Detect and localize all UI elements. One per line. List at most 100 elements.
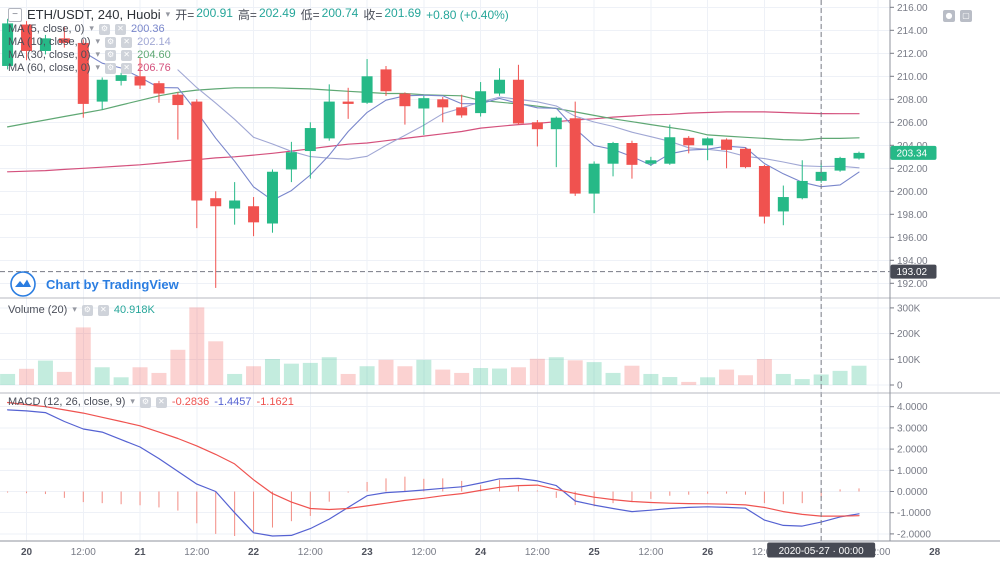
symbol-legend: − ETH/USDT, 240, Huobi ▾ 开= 200.91 高= 202.…: [8, 6, 509, 23]
svg-text:196.00: 196.00: [897, 233, 928, 244]
svg-text:12:00: 12:00: [752, 547, 777, 558]
svg-text:200K: 200K: [897, 329, 921, 340]
svg-text:100K: 100K: [897, 355, 921, 366]
svg-text:212.00: 212.00: [897, 49, 928, 60]
svg-text:210.00: 210.00: [897, 72, 928, 83]
svg-text:24: 24: [475, 547, 487, 558]
macd-histogram: [7, 476, 860, 537]
settings-icon[interactable]: ⚙: [105, 62, 117, 74]
svg-text:25: 25: [589, 547, 601, 558]
ma30-legend: MA (30, close, 0) ▾ ⚙ ✕ 204.60: [8, 49, 171, 61]
svg-text:12:00: 12:00: [184, 547, 209, 558]
ma60-legend: MA (60, close, 0) ▾ ⚙ ✕ 206.76: [8, 62, 171, 74]
chevron-down-icon[interactable]: ▾: [95, 37, 101, 47]
widget-toolbar: ● ▢: [943, 10, 972, 22]
svg-text:193.02: 193.02: [897, 267, 928, 278]
svg-text:214.00: 214.00: [897, 26, 928, 37]
chevron-down-icon[interactable]: ▾: [130, 397, 135, 407]
fullscreen-icon[interactable]: ▢: [960, 10, 972, 22]
settings-icon[interactable]: ⚙: [139, 396, 151, 408]
camera-icon[interactable]: ●: [943, 10, 955, 22]
ma10-label[interactable]: MA (10, close, 0): [8, 36, 91, 48]
settings-icon[interactable]: ⚙: [105, 36, 117, 48]
svg-text:3.0000: 3.0000: [897, 423, 928, 434]
close-icon[interactable]: ✕: [97, 304, 109, 316]
volume-label[interactable]: Volume (20): [8, 304, 68, 316]
chevron-down-icon[interactable]: ▾: [89, 24, 94, 34]
svg-text:0.0000: 0.0000: [897, 487, 928, 498]
svg-text:300K: 300K: [897, 303, 921, 314]
close-icon[interactable]: ✕: [121, 49, 133, 61]
macd-axis: 4.0000 3.0000 2.0000 1.0000 0.0000 -1.0000 -2.…: [890, 402, 931, 540]
ma30-value: 204.60: [137, 49, 171, 61]
last-price-badge: 203.34: [890, 145, 937, 160]
macd-line-value: -1.4457: [214, 396, 252, 408]
svg-text:194.00: 194.00: [897, 256, 928, 267]
svg-text:21: 21: [134, 547, 146, 558]
close-icon[interactable]: ✕: [121, 36, 133, 48]
volume-value: 40.918K: [113, 304, 155, 316]
svg-text:2020-05-27 · 00:00: 2020-05-27 · 00:00: [779, 546, 865, 557]
svg-text:23: 23: [362, 547, 374, 558]
ma60-line: [6, 111, 860, 173]
svg-text:-2.0000: -2.0000: [897, 529, 931, 540]
macd-line: [6, 409, 860, 537]
svg-text:192.00: 192.00: [897, 279, 928, 290]
chevron-down-icon[interactable]: ▾: [95, 50, 101, 60]
svg-text:12:00: 12:00: [865, 547, 890, 558]
symbol-title[interactable]: ETH/USDT, 240, Huobi: [27, 7, 161, 22]
time-axis: 20 12:00 21 12:00 22 12:00 23 12:00 24 12:00 25 12:…: [21, 547, 941, 558]
close-icon[interactable]: ✕: [121, 62, 133, 74]
svg-text:206.00: 206.00: [897, 118, 928, 129]
ma5-legend: MA (5, close, 0) ▾ ⚙ ✕ 200.36: [8, 23, 165, 35]
macd-signal-value: -1.1621: [256, 396, 294, 408]
attribution-text[interactable]: Chart by TradingView: [46, 276, 179, 292]
svg-text:2.0000: 2.0000: [897, 445, 928, 456]
chevron-down-icon[interactable]: ▾: [95, 63, 101, 73]
crosshair-time-badge: 2020-05-27 · 00:00: [767, 542, 876, 558]
svg-text:208.00: 208.00: [897, 95, 928, 106]
svg-text:202.00: 202.00: [897, 164, 928, 175]
svg-text:200.00: 200.00: [897, 187, 928, 198]
ma60-label[interactable]: MA (60, close, 0): [8, 62, 91, 74]
ma5-label[interactable]: MA (5, close, 0): [8, 23, 85, 35]
svg-text:12:00: 12:00: [411, 547, 436, 558]
volume-bars: [0, 307, 867, 385]
volume-axis: 300K 200K 100K 0: [890, 303, 921, 392]
macd-legend: MACD (12, 26, close, 9) ▾ ⚙ ✕ -0.2836 -1…: [8, 396, 294, 408]
svg-text:203.34: 203.34: [897, 148, 928, 159]
svg-text:20: 20: [21, 547, 33, 558]
svg-text:26: 26: [702, 547, 714, 558]
crosshair: [0, 0, 890, 541]
svg-text:22: 22: [248, 547, 260, 558]
svg-text:216.00: 216.00: [897, 3, 928, 14]
macd-signal-line: [6, 401, 860, 517]
close-icon[interactable]: ✕: [155, 396, 167, 408]
volume-legend: Volume (20) ▾ ⚙ ✕ 40.918K: [8, 304, 155, 316]
svg-text:1.0000: 1.0000: [897, 466, 928, 477]
settings-icon[interactable]: ⚙: [98, 23, 110, 35]
price-change: +0.80 (+0.40%): [426, 7, 509, 22]
close-icon[interactable]: ✕: [114, 23, 126, 35]
macd-hist-value: -0.2836: [171, 396, 210, 408]
svg-text:0: 0: [897, 381, 903, 392]
chevron-down-icon[interactable]: ▾: [72, 305, 77, 315]
settings-icon[interactable]: ⚙: [81, 304, 93, 316]
ma30-label[interactable]: MA (30, close, 0): [8, 49, 91, 61]
collapse-icon[interactable]: −: [8, 7, 22, 22]
settings-icon[interactable]: ⚙: [105, 49, 117, 61]
tradingview-attribution[interactable]: Chart by TradingView: [10, 271, 179, 297]
macd-label[interactable]: MACD (12, 26, close, 9): [8, 396, 126, 408]
ohlc-low: 低= 200.74: [300, 6, 359, 22]
crosshair-price-badge: 193.02: [890, 264, 937, 279]
tradingview-logo-icon: [10, 271, 36, 297]
svg-text:12:00: 12:00: [525, 547, 550, 558]
svg-text:12:00: 12:00: [298, 547, 323, 558]
svg-text:12:00: 12:00: [638, 547, 663, 558]
ohlc-high: 高= 202.49: [237, 6, 296, 22]
svg-text:28: 28: [929, 547, 941, 558]
svg-text:-1.0000: -1.0000: [897, 508, 931, 519]
chevron-down-icon[interactable]: ▾: [165, 9, 171, 20]
